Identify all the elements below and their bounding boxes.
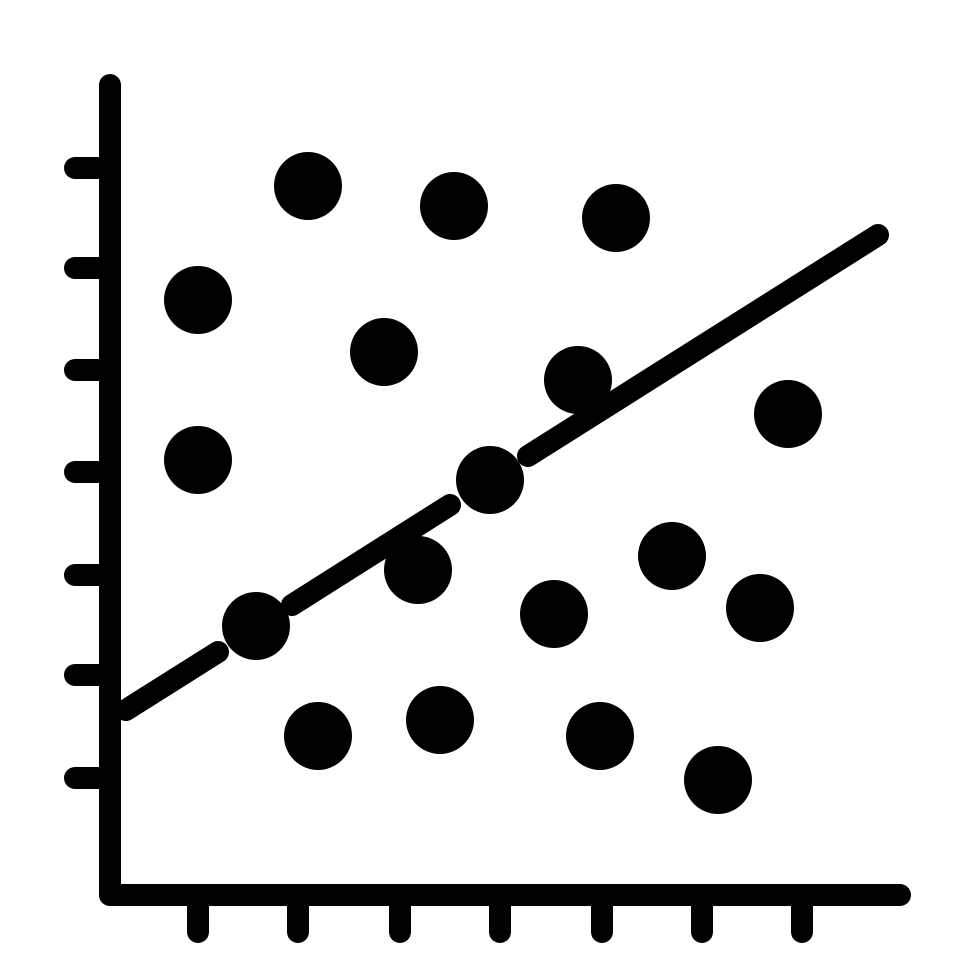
scatter-point [406,686,474,754]
scatter-point [582,184,650,252]
scatter-point [544,346,612,414]
scatter-point [274,152,342,220]
scatter-point [420,172,488,240]
scatter-point [284,702,352,770]
scatter-point [164,426,232,494]
trend-line [126,652,218,710]
scatter-point [164,266,232,334]
scatter-point [566,702,634,770]
scatter-point [222,592,290,660]
scatter-point [456,446,524,514]
scatter-point [384,536,452,604]
scatter-chart-icon [0,0,980,980]
scatter-point [684,746,752,814]
scatter-point [350,318,418,386]
scatter-point [638,522,706,590]
trend-line [528,235,878,456]
scatter-point [726,574,794,642]
scatter-point [754,380,822,448]
scatter-point [520,580,588,648]
